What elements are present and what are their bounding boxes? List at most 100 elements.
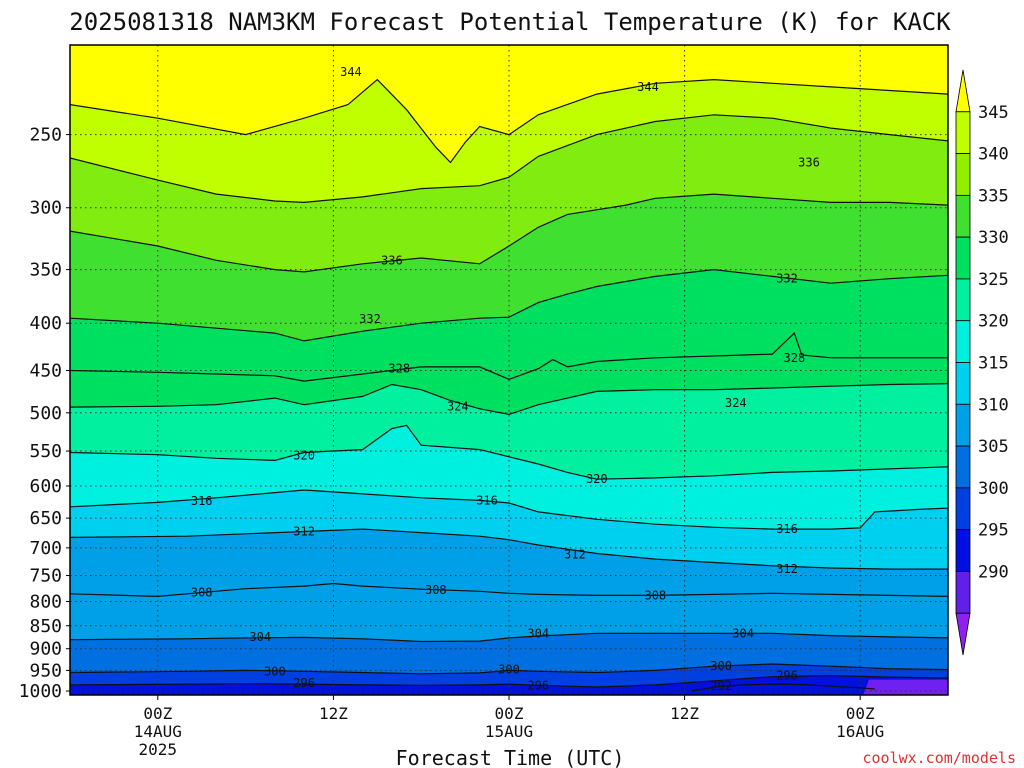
x-tick-label: 00Z <box>143 704 172 723</box>
contour-label-316: 316 <box>776 522 798 536</box>
contour-label-332: 332 <box>359 312 381 326</box>
contour-304 <box>70 632 948 643</box>
y-tick-label: 750 <box>29 566 62 587</box>
colorbar-swatch <box>955 571 971 614</box>
y-tick-label: 600 <box>29 476 62 497</box>
colorbar-label: 345 <box>978 103 1009 123</box>
contour-336 <box>70 193 948 273</box>
contour-label-296: 296 <box>527 678 549 692</box>
contour-324 <box>70 383 948 416</box>
y-tick-label: 650 <box>29 508 62 529</box>
contour-320 <box>70 424 948 480</box>
x-tick-label: 12Z <box>319 704 348 723</box>
contour-label-304: 304 <box>249 630 271 644</box>
contour-300 <box>70 663 948 675</box>
colorbar-label: 315 <box>978 354 1009 374</box>
chart-title: 2025081318 NAM3KM Forecast Potential Tem… <box>69 8 951 36</box>
colorbar-label: 305 <box>978 437 1009 457</box>
x-tick-label: 2025 <box>139 740 178 759</box>
y-tick-label: 850 <box>29 616 62 637</box>
contour-label-308: 308 <box>191 585 213 599</box>
contour-label-324: 324 <box>725 396 747 410</box>
contour-label-320: 320 <box>586 472 608 486</box>
contour-344 <box>70 78 948 164</box>
contour-label-300: 300 <box>498 663 520 677</box>
contour-label-312: 312 <box>564 548 586 562</box>
contour-label-336: 336 <box>381 253 403 267</box>
colorbar-swatch <box>955 111 971 154</box>
y-tick-label: 400 <box>29 313 62 334</box>
y-tick-label: 1000 <box>19 681 62 702</box>
y-tick-label: 250 <box>29 125 62 146</box>
contour-label-316: 316 <box>476 493 498 507</box>
colorbar-label: 340 <box>978 145 1009 165</box>
contour-292 <box>691 683 875 692</box>
colorbar-swatch <box>955 69 971 113</box>
colorbar-label: 325 <box>978 270 1009 290</box>
colorbar-label: 310 <box>978 395 1009 415</box>
colorbar-swatch <box>955 153 971 196</box>
fill-band-340 <box>70 114 948 272</box>
contour-label-332: 332 <box>776 272 798 286</box>
colorbar-label: 335 <box>978 186 1009 206</box>
contour-296 <box>70 674 948 688</box>
fill-pocket-290 <box>863 679 948 695</box>
contour-label-312: 312 <box>293 524 315 538</box>
colorbar-swatch <box>955 529 971 572</box>
contour-328 <box>70 332 948 382</box>
contour-340 <box>70 114 948 204</box>
x-tick-label: 15AUG <box>485 722 533 741</box>
colorbar-swatch <box>955 194 971 238</box>
colorbar-swatch <box>955 403 971 447</box>
y-tick-label: 700 <box>29 538 62 559</box>
x-tick-label: 12Z <box>670 704 699 723</box>
x-tick-label: 14AUG <box>134 722 182 741</box>
y-tick-label: 550 <box>29 441 62 462</box>
y-tick-label: 950 <box>29 660 62 681</box>
contour-label-308: 308 <box>425 583 447 597</box>
contour-label-300: 300 <box>264 664 286 678</box>
y-tick-label: 800 <box>29 591 62 612</box>
y-tick-label: 500 <box>29 403 62 424</box>
contour-label-296: 296 <box>776 668 798 682</box>
y-tick-label: 450 <box>29 360 62 381</box>
x-tick-label: 16AUG <box>836 722 884 741</box>
colorbar-swatch <box>955 612 971 656</box>
x-axis-label: Forecast Time (UTC) <box>396 746 625 768</box>
colorbar-swatch <box>955 320 971 363</box>
contour-label-324: 324 <box>447 399 469 413</box>
contour-label-304: 304 <box>527 626 549 640</box>
contour-label-344: 344 <box>637 80 659 94</box>
colorbar-label: 330 <box>978 228 1009 248</box>
contour-label-296: 296 <box>293 676 315 690</box>
colorbar-swatch <box>955 278 971 322</box>
contour-332 <box>70 268 948 342</box>
shaded-fill-layer <box>70 45 948 695</box>
contour-label-344: 344 <box>340 65 362 79</box>
colorbar: 345 340 335 330 325 320 315 310 305 300 295 290 <box>955 69 1009 656</box>
y-axis: 250 300 350 400 450 500 550 600 650 700 750 800 850 9… <box>19 125 70 702</box>
contour-label-312: 312 <box>776 562 798 576</box>
y-tick-label: 350 <box>29 260 62 281</box>
contour-312 <box>70 528 948 570</box>
contour-308 <box>70 582 948 598</box>
contour-label-308: 308 <box>644 588 666 602</box>
contour-label-292: 292 <box>710 679 732 693</box>
credit-text: coolwx.com/models <box>862 749 1016 767</box>
contour-label-304: 304 <box>732 626 754 640</box>
contour-label-316: 316 <box>191 494 213 508</box>
colorbar-label: 295 <box>978 521 1009 541</box>
x-tick-label: 00Z <box>846 704 875 723</box>
contour-label-328: 328 <box>388 362 410 376</box>
colorbar-swatch <box>955 362 971 405</box>
y-tick-label: 300 <box>29 198 62 219</box>
colorbar-label: 300 <box>978 479 1009 499</box>
contour-316 <box>70 489 948 530</box>
contour-label-336: 336 <box>798 155 820 169</box>
colorbar-swatch <box>955 487 971 531</box>
colorbar-swatch <box>955 445 971 489</box>
colorbar-label: 290 <box>978 562 1009 582</box>
colorbar-swatch <box>955 236 971 280</box>
